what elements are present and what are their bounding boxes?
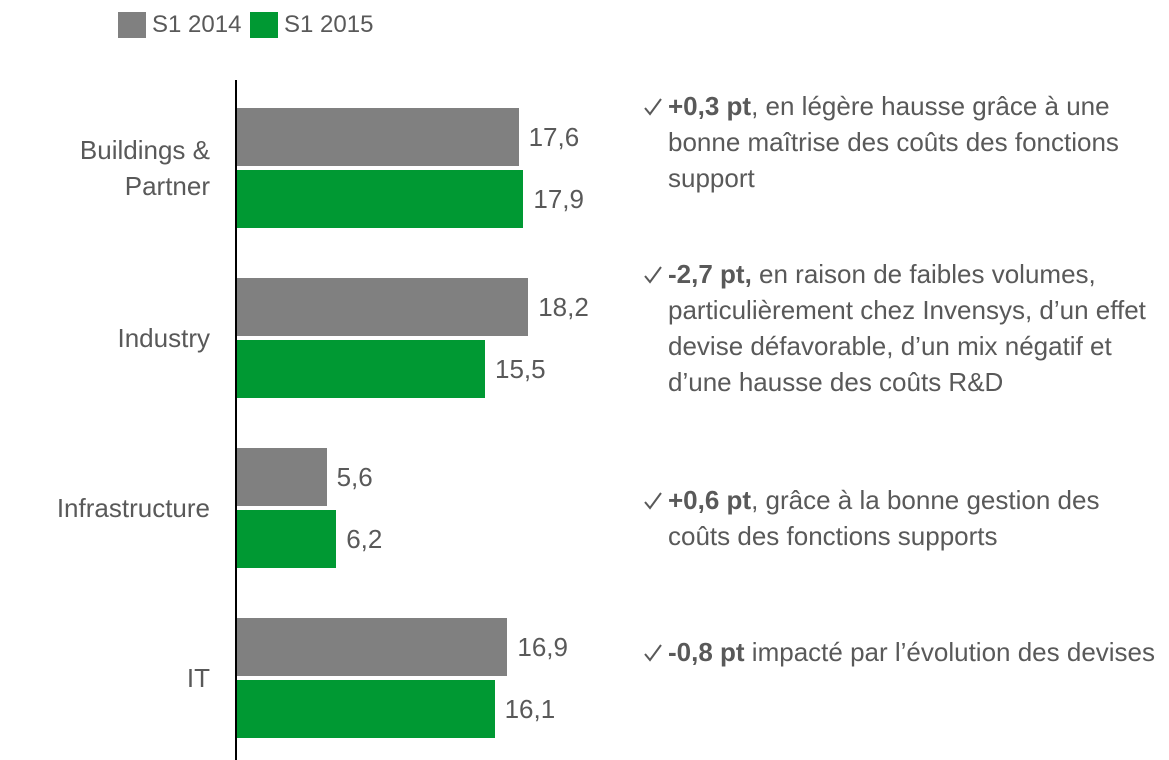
category-label: Infrastructure	[56, 493, 210, 523]
annotation: -0,8 pt impacté par l’évolution des devi…	[668, 634, 1163, 670]
category-label: Buildings & Partner	[79, 135, 210, 201]
value-label: 6,2	[346, 524, 383, 554]
bar	[237, 278, 529, 336]
axis-line	[235, 80, 237, 760]
bar	[237, 340, 485, 398]
annotation: +0,6 pt, grâce à la bonne gestion des co…	[668, 482, 1163, 554]
bar	[237, 680, 495, 738]
bar	[237, 448, 327, 506]
value-label: 17,6	[528, 122, 580, 152]
checkmark	[642, 490, 664, 512]
value-label: 15,5	[495, 354, 546, 384]
value-label: 5,6	[336, 462, 373, 492]
category-label: IT	[186, 663, 210, 693]
value-label: 17,9	[533, 184, 584, 214]
legend-swatch	[118, 12, 146, 38]
value-label: 16,9	[517, 632, 568, 662]
annotation-bold: +0,3 pt	[668, 91, 752, 121]
annotation-bold: -0,8 pt	[668, 637, 745, 667]
bar	[237, 618, 508, 676]
annotation: +0,3 pt, en légère hausse grâce à une bo…	[668, 88, 1163, 196]
annotation-bold: -2,7 pt,	[668, 259, 752, 289]
value-label: 18,2	[538, 292, 589, 322]
bar	[237, 170, 524, 228]
annotation-text: impacté par l’évolution des devises	[744, 637, 1156, 667]
bar	[237, 510, 337, 568]
checkmark	[642, 264, 664, 286]
checkmark	[642, 642, 664, 664]
legend-swatch	[250, 12, 278, 38]
category-label: Industry	[117, 323, 211, 353]
value-label: 16,1	[504, 694, 556, 724]
annotation-bold: +0,6 pt	[668, 485, 752, 515]
legend-label: S1 2014	[152, 11, 242, 38]
annotation-text: , en légère hausse grâce à une bonne maî…	[668, 91, 1119, 193]
legend-label: S1 2015	[284, 11, 374, 38]
annotation: -2,7 pt, en raison de faibles volumes, p…	[668, 256, 1163, 400]
annotation-text: , grâce à la bonne gestion des coûts des…	[668, 485, 1100, 551]
checkmark	[642, 96, 664, 118]
bar	[237, 108, 519, 166]
annotation-text: en raison de faibles volumes, particuliè…	[668, 259, 1146, 397]
